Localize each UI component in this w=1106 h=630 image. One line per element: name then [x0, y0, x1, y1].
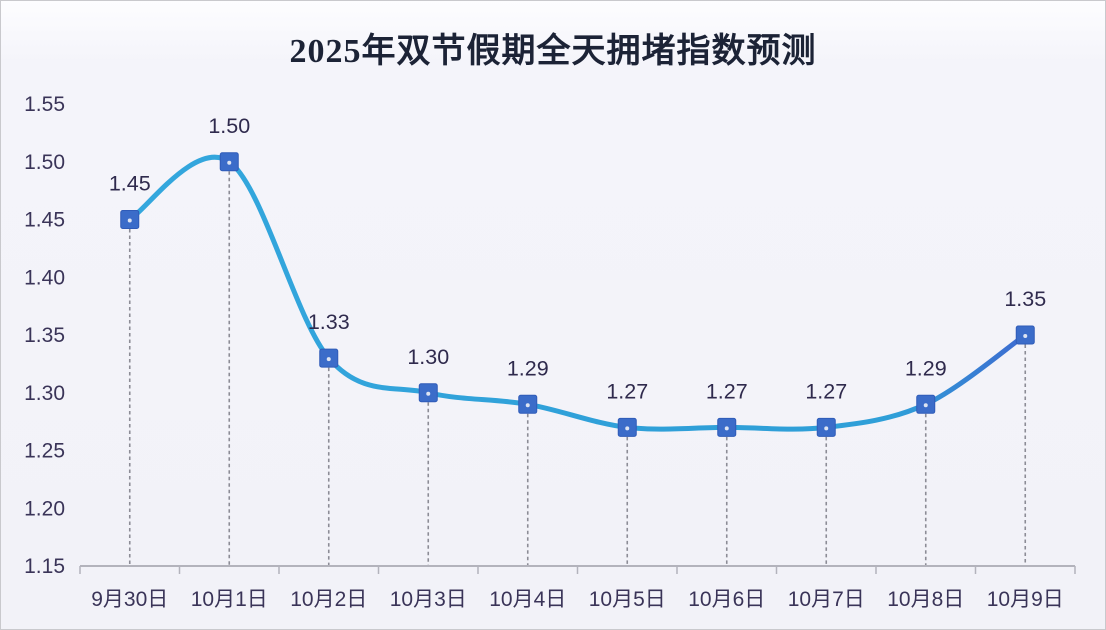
x-tick-label: 10月1日 [191, 588, 268, 611]
marker-center-dot [625, 426, 630, 431]
y-tick-label: 1.15 [24, 555, 65, 578]
marker-center-dot [227, 160, 232, 165]
marker-center-dot [923, 403, 928, 408]
chart-title: 2025年双节假期全天拥堵指数预测 [289, 33, 817, 70]
marker-center-dot [525, 403, 530, 408]
series-line [127, 154, 1028, 432]
data-label: 1.50 [208, 114, 250, 138]
data-label: 1.27 [706, 379, 748, 403]
x-tick-label: 10月4日 [489, 588, 566, 611]
y-tick-label: 1.30 [24, 382, 65, 405]
y-tick-label: 1.35 [24, 324, 65, 347]
x-tick-label: 10月6日 [688, 588, 765, 611]
data-label: 1.33 [308, 310, 350, 334]
data-label: 1.30 [407, 345, 449, 369]
data-label: 1.29 [507, 356, 549, 380]
x-tick-label: 10月5日 [589, 588, 666, 611]
marker-center-dot [824, 426, 829, 431]
x-tick-label: 10月9日 [987, 588, 1064, 611]
y-tick-label: 1.40 [24, 266, 65, 289]
marker-center-dot [127, 218, 132, 223]
y-tick-label: 1.45 [24, 209, 65, 232]
x-tick-label: 10月2日 [290, 588, 367, 611]
data-label: 1.29 [905, 356, 947, 380]
marker-center-dot [326, 357, 331, 362]
data-label: 1.35 [1004, 287, 1046, 311]
marker-center-dot [1023, 334, 1028, 338]
x-tick-label: 10月3日 [390, 588, 467, 611]
y-tick-label: 1.50 [24, 151, 65, 174]
marker-center-dot [724, 426, 729, 431]
data-label: 1.27 [606, 379, 648, 403]
x-tick-label: 10月7日 [788, 588, 865, 611]
y-tick-label: 1.55 [24, 93, 65, 116]
y-tick-label: 1.25 [24, 440, 65, 463]
marker-center-dot [426, 391, 431, 396]
y-tick-label: 1.20 [24, 497, 65, 520]
x-tick-label: 10月8日 [887, 588, 964, 611]
x-tick-label: 9月30日 [91, 588, 168, 611]
data-label: 1.27 [805, 379, 847, 403]
data-label: 1.45 [109, 172, 151, 196]
